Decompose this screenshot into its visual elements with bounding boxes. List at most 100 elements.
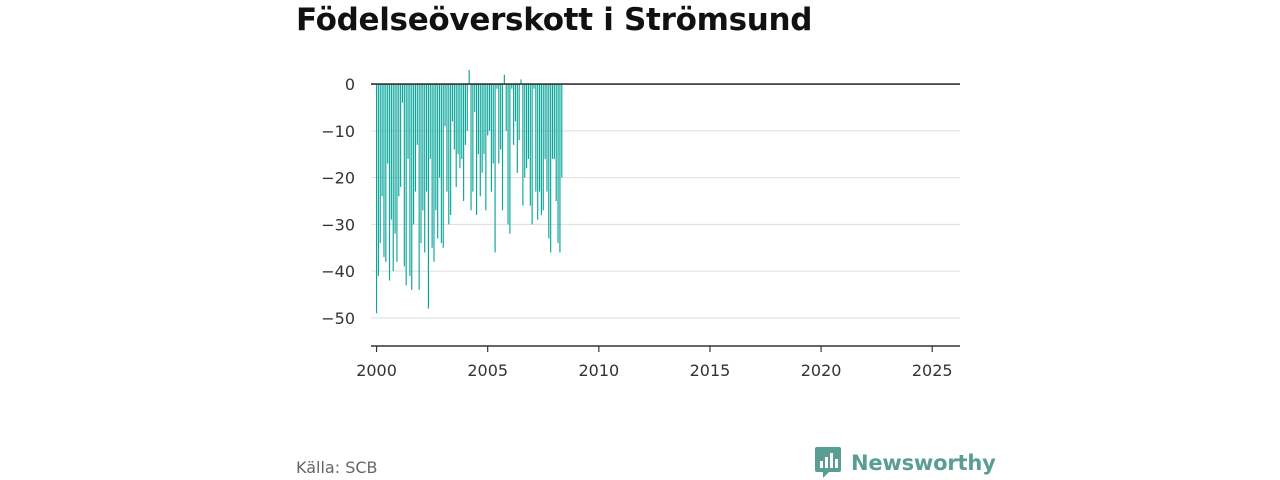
- bar: [400, 84, 402, 187]
- bar: [551, 84, 554, 159]
- bar: [487, 84, 489, 136]
- bar: [440, 84, 442, 244]
- y-tick-label: 0: [345, 75, 355, 94]
- bar: [411, 84, 413, 290]
- bar: [424, 84, 426, 253]
- y-tick-label: −20: [321, 169, 355, 188]
- y-tick-label: −10: [321, 122, 355, 141]
- bar: [409, 84, 411, 276]
- bar: [385, 84, 387, 262]
- bar: [444, 84, 446, 127]
- bar: [401, 84, 404, 103]
- bar: [451, 84, 454, 122]
- brand-name: Newsworthy: [851, 451, 996, 475]
- bar: [416, 84, 418, 145]
- bar: [500, 84, 502, 150]
- bars: [375, 70, 563, 314]
- bar: [483, 84, 485, 155]
- bar: [418, 84, 420, 290]
- bar: [496, 84, 498, 89]
- bar: [505, 84, 507, 131]
- x-tick-label: 2020: [801, 361, 842, 380]
- bar: [446, 84, 448, 192]
- bar: [457, 84, 459, 155]
- bar: [538, 84, 541, 192]
- bar: [511, 84, 513, 89]
- bar: [555, 84, 557, 201]
- bar: [398, 84, 400, 197]
- bar: [490, 84, 492, 192]
- bar: [407, 84, 409, 159]
- bar: [431, 84, 433, 248]
- bar: [533, 84, 535, 89]
- bar: [526, 84, 528, 169]
- gridlines: [371, 130, 960, 319]
- bar: [394, 84, 396, 234]
- bar: [390, 84, 392, 220]
- bar: [375, 84, 378, 314]
- x-tick-label: 2015: [690, 361, 731, 380]
- bar: [540, 84, 542, 216]
- bar: [413, 84, 415, 225]
- bar: [438, 84, 441, 178]
- bar: [466, 84, 468, 131]
- bar: [481, 84, 483, 173]
- bar: [437, 84, 439, 239]
- tick-labels: 0 −10 −20 −30 −40 −50 2000 2005 2010 2015 2020 2025: [321, 75, 952, 380]
- bar: [535, 84, 537, 192]
- bar: [553, 84, 555, 159]
- bar: [488, 84, 491, 131]
- bar: [435, 84, 437, 211]
- bar: [377, 84, 379, 276]
- bar: [561, 84, 563, 178]
- bar: [485, 84, 487, 211]
- x-tick-label: 2000: [356, 361, 397, 380]
- y-tick-label: −40: [321, 262, 355, 281]
- brand-logo: Newsworthy: [814, 446, 996, 480]
- bar: [427, 84, 429, 309]
- bar: [405, 84, 407, 286]
- bar: [381, 84, 383, 197]
- x-tick-label: 2005: [467, 361, 508, 380]
- bar: [507, 84, 509, 225]
- bar: [513, 84, 515, 145]
- bar: [529, 84, 531, 206]
- bar: [448, 84, 450, 225]
- bar: [524, 84, 526, 178]
- y-tick-label: −50: [321, 309, 355, 328]
- chart-title: Födelseöverskott i Strömsund: [296, 2, 813, 38]
- bar: [396, 84, 398, 262]
- bar: [503, 74, 505, 85]
- bar: [509, 84, 511, 234]
- bar: [548, 84, 550, 239]
- bar: [479, 84, 481, 197]
- bar: [501, 84, 504, 211]
- bar: [453, 84, 455, 150]
- bar: [461, 84, 463, 159]
- bar: [518, 84, 520, 141]
- bar: [387, 84, 389, 164]
- bar: [550, 84, 552, 253]
- bar: [559, 84, 561, 253]
- bar: [516, 84, 518, 173]
- y-tick-label: −30: [321, 215, 355, 234]
- bar: [472, 84, 474, 192]
- bar: [522, 84, 524, 206]
- bar: [468, 70, 470, 85]
- bar: [470, 84, 472, 211]
- bar: [429, 84, 431, 159]
- bar: [546, 84, 548, 192]
- bar: [477, 84, 480, 155]
- bar: [557, 84, 559, 244]
- bar: [494, 84, 496, 253]
- bar: [425, 84, 428, 192]
- bar: [520, 79, 522, 85]
- bar: [474, 84, 476, 113]
- bar: [388, 84, 391, 281]
- bar: [542, 84, 544, 211]
- bar: [403, 84, 405, 267]
- bar: [379, 84, 381, 244]
- axes: [371, 83, 960, 352]
- source-note: Källa: SCB: [296, 458, 378, 477]
- bar: [476, 84, 478, 216]
